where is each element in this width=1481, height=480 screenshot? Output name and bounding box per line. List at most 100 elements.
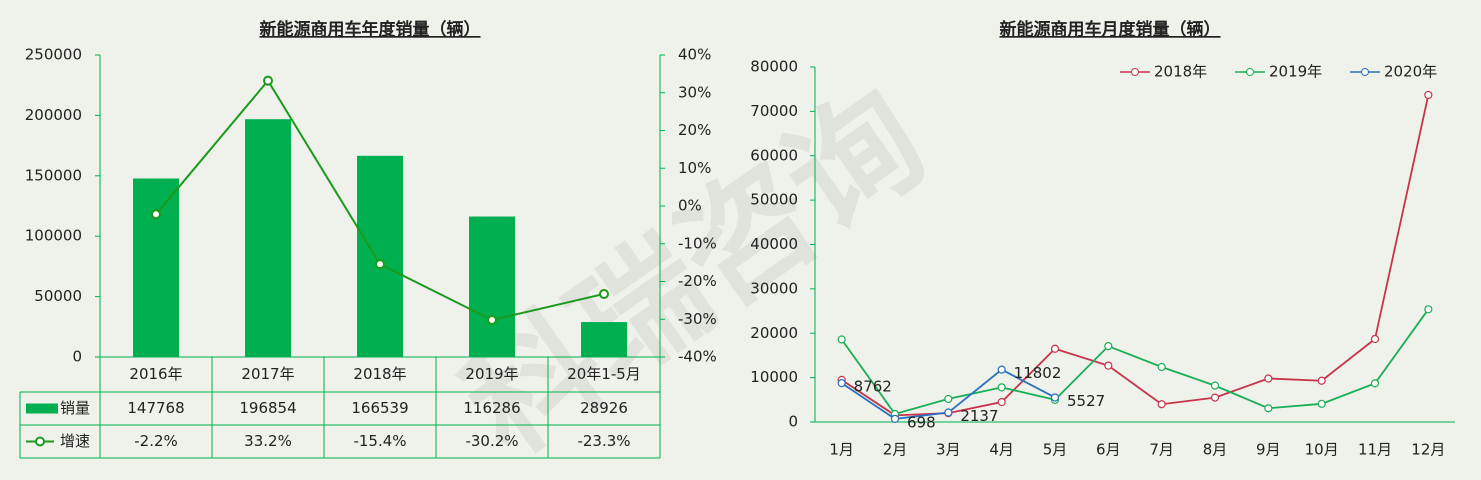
y-tick-label: 80000 <box>750 58 798 76</box>
data-label: 5527 <box>1067 392 1105 410</box>
point <box>487 315 497 326</box>
legend-marker <box>35 436 45 447</box>
x-tick-label: 8月 <box>1203 441 1228 459</box>
y2-tick-label: 20% <box>678 121 711 139</box>
y2-tick-label: -40% <box>678 348 717 366</box>
legend-label: 增速 <box>60 432 90 450</box>
point <box>1424 90 1433 100</box>
table-cell: 33.2% <box>244 432 292 450</box>
point <box>1264 404 1273 413</box>
bar <box>469 216 515 357</box>
table-cell: -30.2% <box>465 432 518 450</box>
y-tick-label: 40000 <box>750 235 798 253</box>
table-cell: 196854 <box>239 399 296 417</box>
bar <box>581 322 627 357</box>
x-tick-label: 20年1-5月 <box>567 365 641 383</box>
legend-label: 销量 <box>60 399 90 417</box>
point <box>1210 393 1220 402</box>
point <box>997 397 1006 407</box>
y2-tick-label: 40% <box>678 46 711 64</box>
y2-tick-label: -10% <box>678 234 717 252</box>
point <box>1157 362 1166 372</box>
legend-marker <box>1361 68 1369 76</box>
table-cell: -15.4% <box>353 432 406 450</box>
x-tick-label: 9月 <box>1256 441 1281 459</box>
y-tick-label: 60000 <box>750 146 798 164</box>
point <box>890 414 900 424</box>
table-cell: 116286 <box>463 399 520 417</box>
x-tick-label: 11月 <box>1358 441 1392 459</box>
y-tick-label: 150000 <box>25 166 82 184</box>
point <box>837 335 846 344</box>
bar <box>245 119 291 357</box>
legend-swatch <box>26 403 58 414</box>
y2-tick-label: 0% <box>678 197 702 215</box>
legend-label: 2019年 <box>1269 63 1322 81</box>
y-tick-label: 50000 <box>750 191 798 209</box>
x-tick-label: 12月 <box>1411 441 1445 459</box>
point <box>1424 305 1433 314</box>
x-tick-label: 6月 <box>1096 441 1121 459</box>
point <box>1104 361 1113 370</box>
chart-title: 新能源商用车月度销量（辆） <box>1000 19 1221 40</box>
y-tick-label: 50000 <box>34 287 82 305</box>
point <box>375 259 385 270</box>
point <box>997 383 1006 392</box>
point <box>837 379 846 388</box>
y2-tick-label: 30% <box>678 83 711 101</box>
point <box>1317 399 1326 408</box>
x-tick-label: 2月 <box>883 441 908 459</box>
line <box>840 308 1430 416</box>
x-tick-label: 2018年 <box>353 365 406 383</box>
x-tick-label: 1月 <box>829 441 854 459</box>
y-tick-label: 200000 <box>25 106 82 124</box>
point <box>1050 393 1060 402</box>
y-tick-label: 100000 <box>25 227 82 245</box>
y-tick-label: 250000 <box>25 46 82 64</box>
table-cell: -23.3% <box>577 432 630 450</box>
point <box>263 75 273 86</box>
point <box>1264 374 1273 383</box>
x-tick-label: 5月 <box>1043 441 1068 459</box>
point <box>997 365 1006 374</box>
y-tick-label: 30000 <box>750 279 798 297</box>
x-tick-label: 3月 <box>936 441 961 459</box>
chart-title: 新能源商用车年度销量（辆） <box>260 19 481 40</box>
bar <box>357 155 403 357</box>
legend-label: 2018年 <box>1154 63 1207 81</box>
point <box>1317 376 1326 385</box>
bar <box>133 178 179 357</box>
point <box>151 209 161 220</box>
data-label: 11802 <box>1014 364 1062 382</box>
data-label: 698 <box>907 413 936 431</box>
data-label: 2137 <box>960 407 998 425</box>
point <box>1370 379 1380 388</box>
table-cell: 166539 <box>351 399 408 417</box>
x-tick-label: 4月 <box>989 441 1014 459</box>
legend-marker <box>1246 68 1254 76</box>
point <box>599 288 609 299</box>
x-tick-label: 2016年 <box>129 365 182 383</box>
table-cell: 28926 <box>580 399 628 417</box>
line <box>841 94 1430 417</box>
data-label: 8762 <box>854 378 892 396</box>
y2-tick-label: 10% <box>678 159 711 177</box>
y-tick-label: 70000 <box>750 102 798 120</box>
table-cell: 147768 <box>127 399 184 417</box>
y2-tick-label: -30% <box>678 310 717 328</box>
y2-tick-label: -20% <box>678 272 717 290</box>
legend-label: 2020年 <box>1384 63 1437 81</box>
y-tick-label: 20000 <box>750 324 798 342</box>
table-cell: -2.2% <box>134 432 178 450</box>
x-tick-label: 7月 <box>1149 441 1174 459</box>
point <box>1210 381 1220 390</box>
y-tick-label: 0 <box>72 348 82 366</box>
x-tick-label: 2019年 <box>465 365 518 383</box>
point <box>1157 400 1166 409</box>
point <box>1104 342 1113 351</box>
y-tick-label: 0 <box>788 413 798 431</box>
x-tick-label: 2017年 <box>241 365 294 383</box>
x-tick-label: 10月 <box>1305 441 1339 459</box>
point <box>1370 334 1380 344</box>
